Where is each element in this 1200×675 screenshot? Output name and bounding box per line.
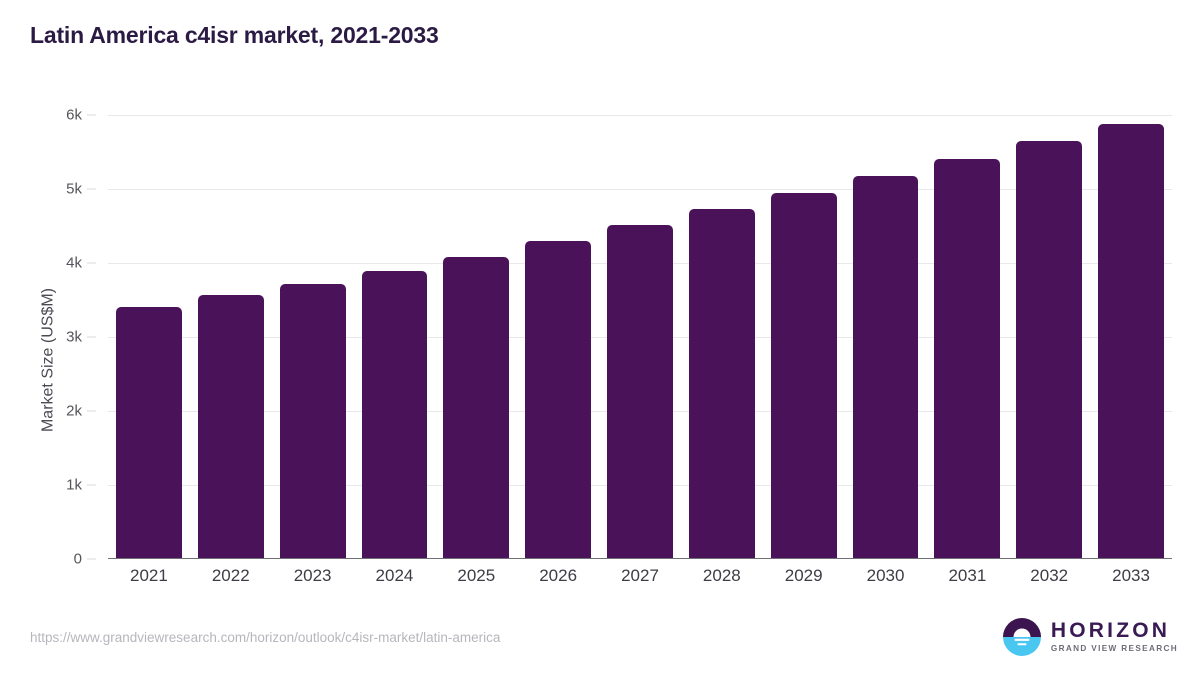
source-url[interactable]: https://www.grandviewresearch.com/horizo… — [30, 630, 501, 645]
logo-text: HORIZON GRAND VIEW RESEARCH — [1051, 620, 1178, 653]
bar-2026[interactable] — [525, 241, 592, 559]
x-tick-label-2022: 2022 — [211, 566, 250, 585]
y-tick-label: 4k — [66, 254, 82, 272]
y-tick-label: 5k — [66, 180, 82, 198]
logo-wordmark: HORIZON — [1050, 619, 1171, 643]
y-tick-mark — [87, 262, 96, 264]
bar-2027[interactable] — [607, 225, 673, 559]
bar-2021[interactable] — [115, 307, 182, 559]
bar-2029[interactable] — [770, 192, 837, 559]
y-tick-label: 0 — [73, 550, 82, 568]
gridline — [108, 188, 1172, 190]
x-tick-label-2021: 2021 — [130, 566, 168, 585]
plot-area — [108, 100, 1172, 559]
x-tick-label-2023: 2023 — [293, 566, 332, 585]
bar-2028[interactable] — [688, 209, 755, 559]
y-tick-mark — [87, 484, 96, 486]
logo-tagline: GRAND VIEW RESEARCH — [1050, 644, 1178, 654]
x-tick-label-2027: 2027 — [621, 566, 659, 585]
y-tick-mark — [87, 114, 96, 116]
y-tick-mark — [87, 558, 96, 560]
bar-2030[interactable] — [852, 175, 919, 559]
x-axis-ticks: 2021 2022 2023 2024 2025 2026 2027 2028 2029 2030… — [108, 566, 1172, 594]
x-tick-label-2029: 2029 — [784, 566, 823, 585]
x-tick-label-2033: 2033 — [1112, 566, 1150, 585]
y-tick-label: 6k — [66, 106, 82, 124]
x-tick-label-2031: 2031 — [948, 566, 987, 585]
bar-2033[interactable] — [1098, 123, 1164, 559]
x-tick-label-2032: 2032 — [1030, 566, 1069, 585]
bar-2024[interactable] — [361, 271, 428, 559]
x-axis-line — [108, 557, 1172, 559]
y-axis-label: Market Size (US$M) — [39, 287, 57, 433]
x-tick-label-2025: 2025 — [457, 566, 496, 585]
x-tick-label-2028: 2028 — [702, 566, 741, 585]
page-title: Latin America c4isr market, 2021-2033 — [30, 22, 439, 48]
x-tick-label-2030: 2030 — [866, 566, 905, 585]
x-tick-label-2026: 2026 — [539, 566, 578, 585]
y-tick-mark — [87, 336, 96, 338]
horizon-logo: HORIZON GRAND VIEW RESEARCH — [1002, 614, 1178, 660]
x-tick-label-2024: 2024 — [375, 566, 414, 585]
horizon-sun-icon — [1002, 618, 1041, 656]
gridline — [108, 114, 1172, 116]
bar-2032[interactable] — [1016, 141, 1083, 559]
y-tick-mark — [87, 410, 96, 412]
y-axis-ticks: 0 1k 2k 3k 4k 5k 6k — [0, 100, 96, 568]
bar-2023[interactable] — [279, 283, 346, 559]
y-tick-mark — [87, 188, 96, 190]
y-tick-label: 2k — [66, 402, 82, 420]
y-tick-label: 1k — [66, 476, 82, 494]
bar-2022[interactable] — [197, 295, 264, 559]
bar-2031[interactable] — [934, 158, 1001, 559]
bar-2025[interactable] — [443, 256, 510, 559]
y-tick-label: 3k — [66, 328, 82, 346]
